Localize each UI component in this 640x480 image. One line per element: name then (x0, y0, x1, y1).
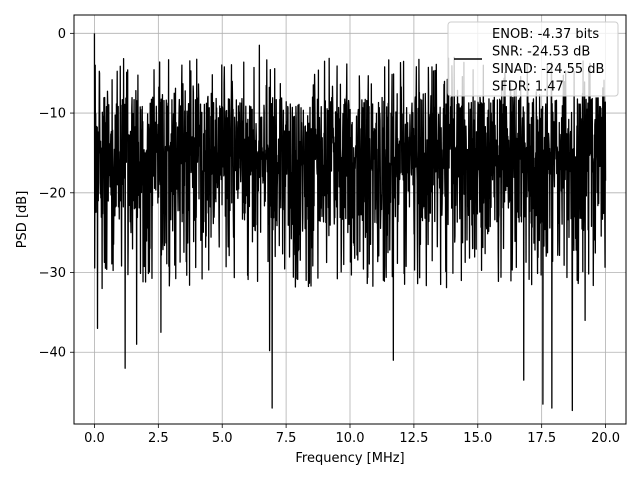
x-tick-label: 20.0 (591, 431, 620, 446)
x-tick-label: 15.0 (463, 431, 492, 446)
y-tick-label: 0 (58, 27, 66, 42)
psd-series-line (93, 33, 607, 412)
legend-entry: ENOB: -4.37 bits (492, 27, 599, 42)
x-tick-label: 5.0 (212, 431, 233, 446)
y-tick-label: −20 (39, 186, 66, 201)
legend-entry: SFDR: 1.47 (492, 80, 564, 95)
x-tick-label: 10.0 (336, 431, 365, 446)
y-tick-label: −40 (39, 346, 66, 361)
legend-entry: SNR: -24.53 dB (492, 45, 590, 60)
x-tick-label: 17.5 (527, 431, 556, 446)
y-axis-ticks: 0 −10 −20 −30 −40 (39, 27, 74, 361)
x-axis-label: Frequency [MHz] (295, 451, 404, 466)
y-axis-label: PSD [dB] (15, 191, 30, 249)
x-tick-label: 2.5 (148, 431, 169, 446)
legend-entry: SINAD: -24.55 dB (492, 62, 604, 77)
x-axis-ticks: 0.0 2.5 5.0 7.5 10.0 12.5 15.0 17.5 20.0 (84, 424, 620, 446)
y-tick-label: −30 (39, 266, 66, 281)
x-tick-label: 7.5 (276, 431, 297, 446)
x-tick-label: 0.0 (84, 431, 105, 446)
x-tick-label: 12.5 (399, 431, 428, 446)
y-tick-label: −10 (39, 107, 66, 122)
legend: ENOB: -4.37 bits SNR: -24.53 dB SINAD: -24… (447, 21, 619, 97)
legend-box (447, 21, 619, 97)
series-layer (93, 33, 607, 412)
